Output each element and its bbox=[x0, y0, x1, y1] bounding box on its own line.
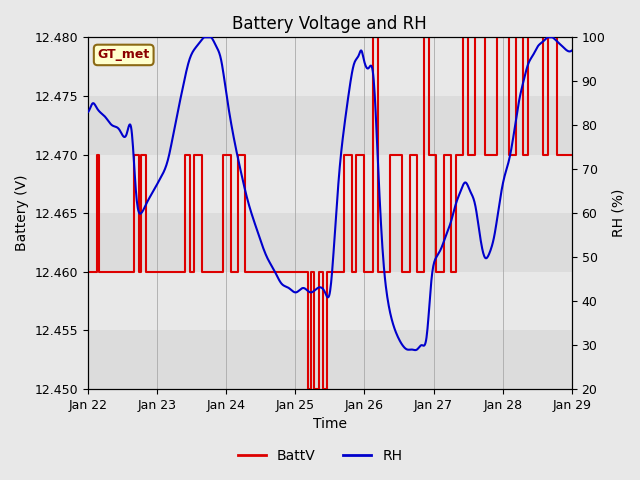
Y-axis label: Battery (V): Battery (V) bbox=[15, 175, 29, 252]
Text: GT_met: GT_met bbox=[97, 48, 150, 61]
Bar bbox=[88, 213, 572, 272]
Bar bbox=[88, 96, 572, 155]
Bar bbox=[88, 155, 572, 213]
Legend: BattV, RH: BattV, RH bbox=[232, 443, 408, 468]
X-axis label: Time: Time bbox=[313, 418, 347, 432]
Bar bbox=[88, 272, 572, 331]
Bar bbox=[88, 331, 572, 389]
Title: Battery Voltage and RH: Battery Voltage and RH bbox=[232, 15, 428, 33]
Bar bbox=[88, 37, 572, 96]
Y-axis label: RH (%): RH (%) bbox=[611, 189, 625, 238]
